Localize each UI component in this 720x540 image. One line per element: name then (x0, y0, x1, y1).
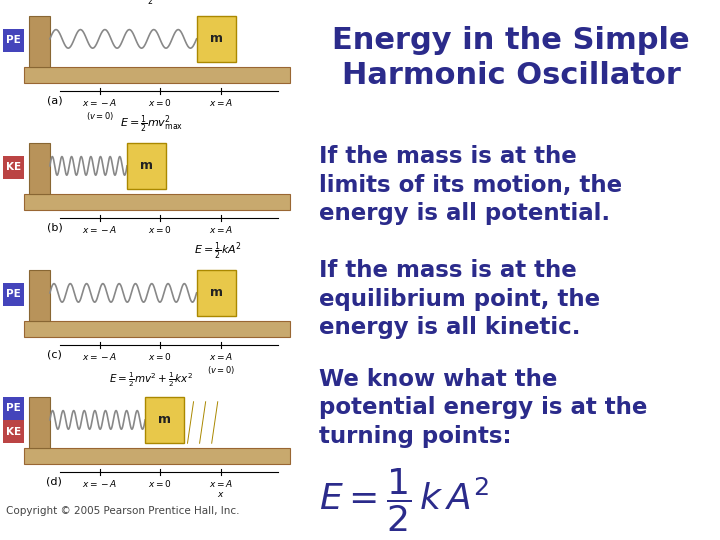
Text: $E = \frac{1}{2}mv^2_{\max}$: $E = \frac{1}{2}mv^2_{\max}$ (120, 113, 183, 135)
Text: $E = \frac{1}{2}kA^2$: $E = \frac{1}{2}kA^2$ (194, 240, 242, 262)
Text: $x=-A$: $x=-A$ (82, 351, 117, 362)
Text: (d): (d) (47, 477, 63, 487)
Text: $x=0$: $x=0$ (148, 224, 172, 235)
Text: $x=0$: $x=0$ (148, 97, 172, 108)
Text: (a): (a) (47, 96, 62, 106)
Text: Copyright © 2005 Pearson Prentice Hall, Inc.: Copyright © 2005 Pearson Prentice Hall, … (6, 506, 240, 516)
Bar (3, 29, 24, 52)
Text: If the mass is at the
equilibrium point, the
energy is all kinetic.: If the mass is at the equilibrium point,… (319, 259, 600, 339)
Text: $(v=0)$: $(v=0)$ (86, 110, 114, 123)
Text: $x=-A$: $x=-A$ (82, 97, 117, 108)
Text: $x=A$: $x=A$ (209, 478, 233, 489)
Bar (24, 448, 290, 464)
Text: We know what the
potential energy is at the
turning points:: We know what the potential energy is at … (319, 368, 647, 448)
Text: $E = \frac{1}{2}mv^2 + \frac{1}{2}kx^2$: $E = \frac{1}{2}mv^2 + \frac{1}{2}kx^2$ (109, 370, 193, 389)
Text: $x=0$: $x=0$ (148, 478, 172, 489)
Text: KE: KE (6, 427, 21, 437)
Bar (197, 16, 236, 62)
Text: (b): (b) (47, 223, 63, 233)
Bar (29, 143, 50, 194)
Text: $x=A$: $x=A$ (209, 97, 233, 108)
Text: PE: PE (6, 36, 21, 45)
Bar (29, 396, 50, 448)
Text: $x=-A$: $x=-A$ (82, 224, 117, 235)
Text: m: m (210, 32, 222, 45)
Text: (c): (c) (47, 350, 62, 360)
Text: $x$: $x$ (217, 490, 225, 500)
Bar (24, 194, 290, 210)
Text: $E = \dfrac{1}{2}\,k\,A^2$: $E = \dfrac{1}{2}\,k\,A^2$ (319, 467, 489, 534)
Bar (29, 16, 50, 68)
Text: PE: PE (6, 289, 21, 300)
Text: $x=0$: $x=0$ (148, 351, 172, 362)
Bar (29, 269, 50, 321)
Text: $x=A$: $x=A$ (209, 351, 233, 362)
Text: Energy in the Simple
Harmonic Oscillator: Energy in the Simple Harmonic Oscillator (333, 26, 690, 90)
Text: $(v=0)$: $(v=0)$ (207, 364, 235, 376)
Text: m: m (158, 414, 171, 427)
Bar (3, 420, 24, 443)
Text: $E = \frac{1}{2}kA^2$: $E = \frac{1}{2}kA^2$ (127, 0, 175, 8)
Bar (3, 282, 24, 306)
Text: KE: KE (6, 163, 21, 172)
Text: m: m (140, 159, 153, 172)
Bar (24, 68, 290, 83)
Bar (3, 156, 24, 179)
Text: m: m (210, 286, 222, 299)
Bar (24, 321, 290, 337)
Text: If the mass is at the
limits of its motion, the
energy is all potential.: If the mass is at the limits of its moti… (319, 145, 622, 225)
Bar (197, 269, 236, 316)
Text: $x=-A$: $x=-A$ (82, 478, 117, 489)
Bar (127, 143, 166, 189)
Text: PE: PE (6, 403, 21, 414)
Bar (3, 396, 24, 420)
Bar (145, 396, 184, 443)
Text: $x=A$: $x=A$ (209, 224, 233, 235)
